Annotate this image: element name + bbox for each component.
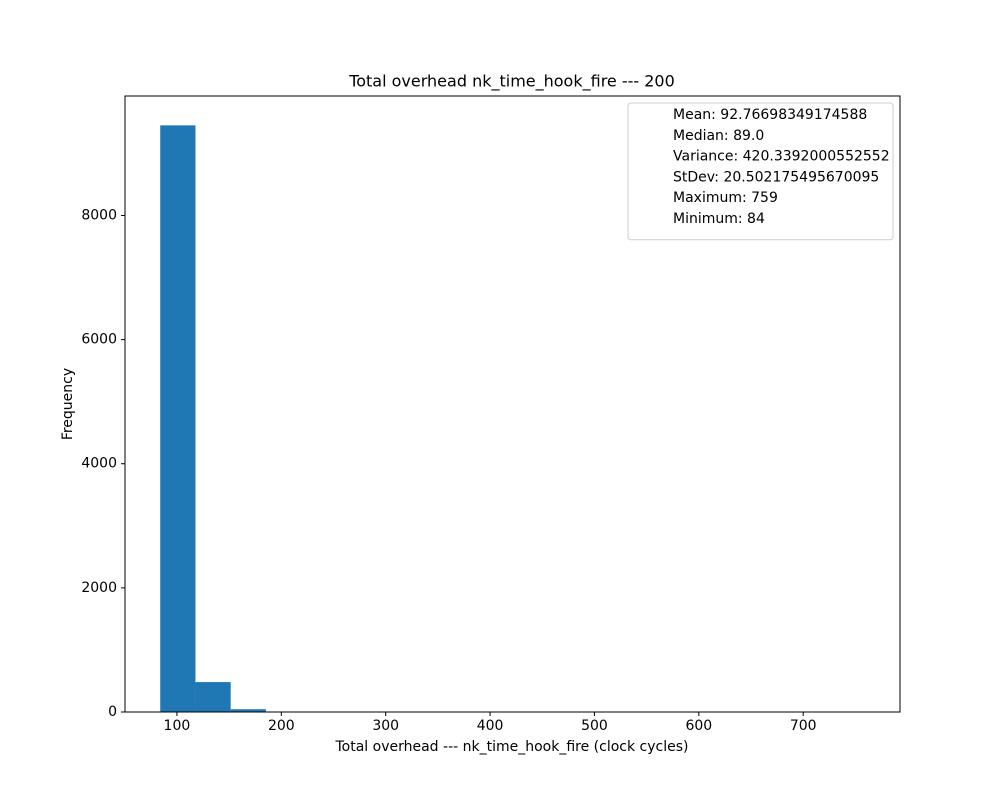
chart-title: Total overhead nk_time_hook_fire --- 200 — [348, 72, 675, 92]
y-tick-label: 0 — [108, 704, 117, 720]
x-axis-label: Total overhead --- nk_time_hook_fire (cl… — [335, 739, 689, 755]
x-tick-label: 400 — [477, 718, 504, 734]
x-tick-label: 100 — [164, 718, 191, 734]
y-tick-label: 2000 — [81, 580, 117, 596]
x-tick-label: 200 — [268, 718, 295, 734]
bar — [230, 709, 266, 712]
legend-entry: Maximum: 759 — [673, 190, 778, 206]
legend-box — [627, 102, 894, 241]
legend-entry: Mean: 92.76698349174588 — [673, 107, 867, 123]
axes-frame — [124, 95, 901, 713]
legend-entry: Median: 89.0 — [673, 128, 764, 144]
legend-entry: StDev: 20.502175495670095 — [673, 169, 879, 185]
bar — [160, 125, 196, 712]
y-tick-label: 6000 — [81, 332, 117, 348]
bar — [195, 682, 231, 712]
y-axis-label: Frequency — [60, 368, 76, 440]
x-tick-label: 500 — [581, 718, 608, 734]
y-tick-label: 4000 — [81, 456, 117, 472]
legend-entry: Minimum: 84 — [673, 211, 765, 227]
x-tick-label: 600 — [685, 718, 712, 734]
x-tick-label: 300 — [372, 718, 399, 734]
x-tick-label: 700 — [790, 718, 817, 734]
legend-entry: Variance: 420.3392000552552 — [673, 149, 890, 165]
y-tick-label: 8000 — [81, 207, 117, 223]
